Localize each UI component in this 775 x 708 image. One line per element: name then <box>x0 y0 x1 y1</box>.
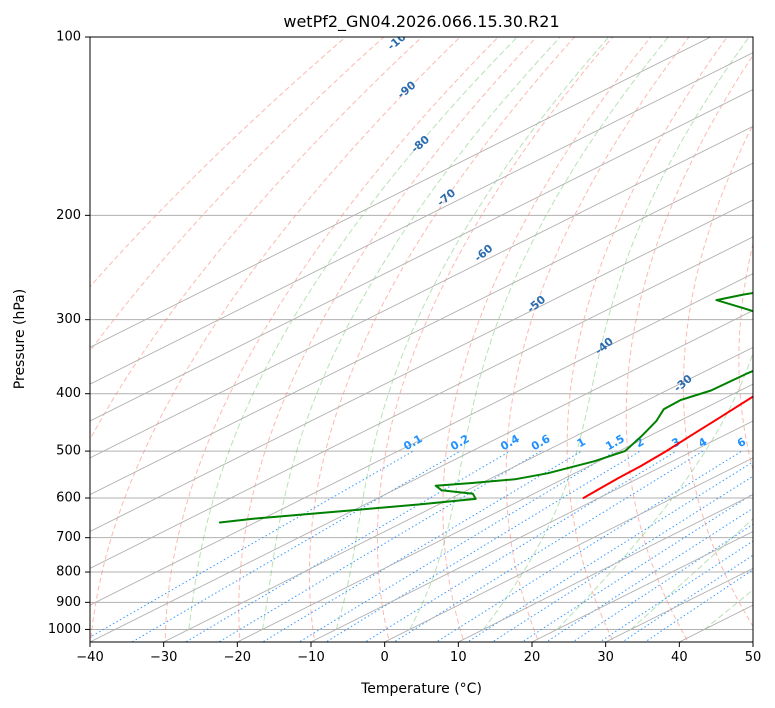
x-tick-label: 10 <box>450 650 467 665</box>
x-tick-label: −20 <box>224 650 251 665</box>
moist-adiabat-line <box>335 37 610 630</box>
mixing-ratio-line <box>571 523 753 642</box>
isotherm-line <box>90 37 712 348</box>
y-axis: 1000 900 800 700 600 500 400 300 200 100 <box>48 30 90 637</box>
x-axis: −40 −30 −20 −10 0 10 20 30 40 50 <box>76 642 761 665</box>
isotherm-line <box>530 530 753 642</box>
y-tick-label: 800 <box>56 565 81 580</box>
mixing-ratio-line <box>131 450 461 642</box>
x-tick-label: −10 <box>297 650 324 665</box>
dry-adiabat-label: -20 <box>760 406 775 429</box>
isotherm-line <box>90 162 753 496</box>
mixing-ratio-line <box>621 554 753 642</box>
plot-background <box>90 37 753 642</box>
y-tick-label: 700 <box>56 530 81 545</box>
dry-adiabat-lines <box>90 37 753 642</box>
dry-adiabat-line <box>238 37 538 642</box>
isotherm-line <box>309 420 753 642</box>
dry-adiabat-line <box>442 37 652 642</box>
isotherm-line <box>457 494 753 642</box>
y-tick-label: 100 <box>56 30 81 45</box>
isotherm-line <box>90 125 753 459</box>
moist-adiabat-line <box>409 37 669 630</box>
mixing-ratio-line <box>545 507 753 642</box>
sounding-series <box>218 292 753 524</box>
isotherm-line <box>383 457 753 642</box>
y-tick-label: 900 <box>56 595 81 610</box>
y-tick-label: 400 <box>56 386 81 401</box>
moist-adiabat-line <box>261 37 561 630</box>
dry-adiabat-line <box>164 37 500 642</box>
mixing-ratio-line <box>325 450 641 642</box>
mixing-ratio-line <box>466 461 753 642</box>
mixing-ratio-line <box>491 475 753 642</box>
y-tick-label: 200 <box>56 208 81 223</box>
dry-adiabat-line <box>566 37 728 642</box>
dry-adiabat-line <box>738 241 753 472</box>
mixing-ratio-line <box>218 450 542 642</box>
isotherm-line <box>90 273 753 606</box>
y-tick-label: 1000 <box>48 622 81 637</box>
x-tick-label: −30 <box>150 650 177 665</box>
x-tick-label: 20 <box>524 650 541 665</box>
y-tick-label: 300 <box>56 312 81 327</box>
dry-adiabat-line <box>90 37 461 642</box>
dewpoint-profile-line <box>218 292 753 524</box>
x-axis-label: Temperature (°C) <box>360 681 482 697</box>
isotherm-line <box>90 236 753 569</box>
dry-adiabat-line <box>308 37 576 642</box>
isotherm-line <box>162 346 753 642</box>
dry-adiabat-line <box>505 37 690 642</box>
isotherm-line <box>90 199 753 533</box>
mixing-ratio-line <box>598 540 753 642</box>
x-tick-label: −40 <box>76 650 103 665</box>
isotherm-line <box>90 88 753 422</box>
isotherm-line <box>236 383 753 642</box>
moist-adiabat-line <box>188 37 518 630</box>
isotherm-line <box>90 52 753 385</box>
dry-adiabat-line <box>90 37 385 352</box>
x-tick-label: 50 <box>745 650 762 665</box>
mixing-ratio-line <box>90 450 414 638</box>
x-tick-label: 0 <box>381 650 389 665</box>
moist-adiabat-lines <box>188 37 753 630</box>
isotherm-line <box>90 309 753 642</box>
y-tick-label: 500 <box>56 444 81 459</box>
dry-adiabat-line <box>90 37 423 441</box>
y-axis-label: Pressure (hPa) <box>12 289 28 389</box>
moist-adiabat-line <box>556 351 753 630</box>
temperature-profile-line <box>582 395 753 499</box>
isotherm-lines <box>90 37 753 642</box>
x-tick-label: 40 <box>671 650 688 665</box>
dry-adiabat-line <box>376 37 614 642</box>
mixing-ratio-line <box>298 450 616 642</box>
mixing-ratio-label: 8 <box>764 435 775 450</box>
x-tick-label: 30 <box>597 650 614 665</box>
plot-frame <box>89 36 754 643</box>
dry-adiabat-line <box>682 123 753 628</box>
chart-title: wetPf2_GN04.2026.066.15.30.R21 <box>283 12 559 32</box>
isobar-lines <box>90 37 753 630</box>
y-tick-label: 600 <box>56 491 81 506</box>
plot-area: -100-90-80-70-60-50-40-30-20-10 01020304… <box>90 37 775 642</box>
